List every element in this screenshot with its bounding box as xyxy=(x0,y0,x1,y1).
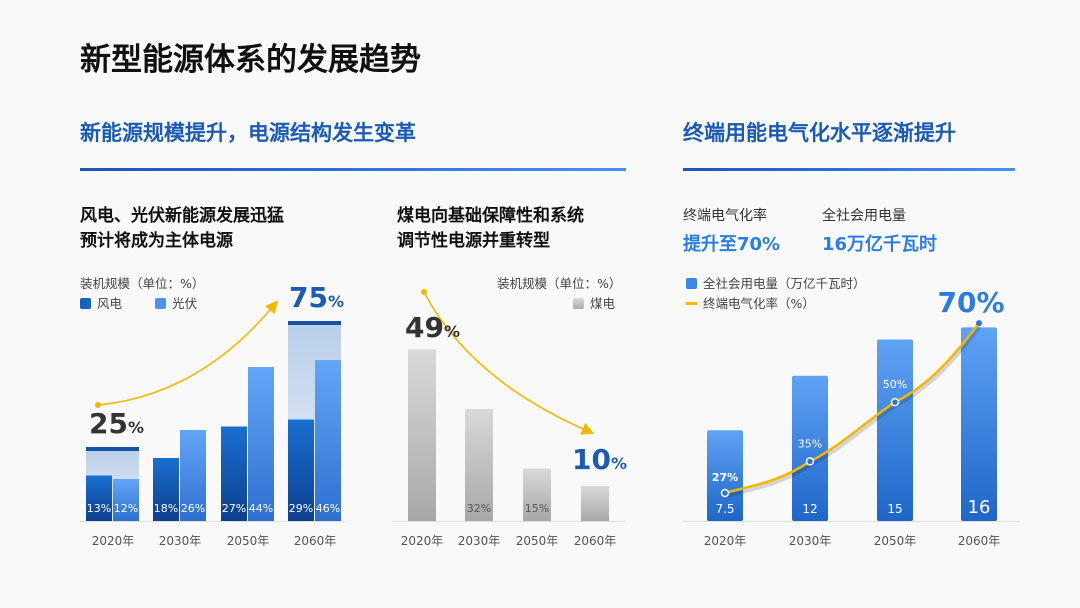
bar-value-label: 12 xyxy=(802,502,817,516)
total-band-cap xyxy=(288,321,341,325)
line-value-label: 50% xyxy=(883,378,907,391)
x-tick-label: 2050年 xyxy=(226,534,270,548)
stat-value: 提升至70% xyxy=(683,234,781,255)
legend-swatch xyxy=(80,298,91,309)
bar-value-label: 18% xyxy=(154,502,178,515)
solar-bar xyxy=(315,360,341,521)
x-tick-label: 2060年 xyxy=(293,534,337,548)
chart1-unit-label: 装机规模（单位：%） xyxy=(80,276,205,291)
line-point xyxy=(890,397,900,407)
divider xyxy=(80,168,626,171)
chart1-subtitle: 风电、光伏新能源发展迅猛 预计将成为主体电源 xyxy=(80,206,284,251)
legend-solar: 光伏 xyxy=(155,293,197,312)
x-tick-label: 2050年 xyxy=(515,534,559,548)
bar-value-label: 46% xyxy=(316,502,340,515)
bar-value-label: 13% xyxy=(87,502,111,515)
bar-value-label: 15 xyxy=(887,502,902,516)
stat-value: 16万亿千瓦时 xyxy=(822,234,938,255)
bar-value-label: 7.5 xyxy=(715,502,734,516)
electrification-line xyxy=(724,322,980,495)
total-band-cap xyxy=(86,447,139,451)
divider xyxy=(683,168,1015,171)
stat-label: 全社会用电量 xyxy=(822,208,906,224)
solar-bar xyxy=(180,430,206,521)
coal-bar xyxy=(523,468,551,521)
page-title: 新型能源体系的发展趋势 xyxy=(80,42,421,78)
bar-value-label: 29% xyxy=(289,502,313,515)
legend-wind: 风电 xyxy=(80,293,122,312)
wind-bar xyxy=(86,475,112,521)
legend-coal: 煤电 xyxy=(573,293,615,312)
line-point xyxy=(976,320,982,327)
x-tick-label: 2060年 xyxy=(573,534,617,548)
legend-line xyxy=(686,302,697,305)
consumption-bar xyxy=(961,327,997,521)
x-tick-label: 2030年 xyxy=(158,534,202,548)
bar-value-label: 32% xyxy=(467,502,491,515)
line-value-label: 35% xyxy=(798,437,822,450)
x-tick-label: 2060年 xyxy=(957,534,1001,548)
coal-bar xyxy=(465,409,493,521)
wind-bar xyxy=(221,426,247,521)
total-label: 25% xyxy=(89,407,144,440)
solar-bar xyxy=(248,367,274,521)
bar-value-label: 27% xyxy=(222,502,246,515)
trend-start-dot xyxy=(95,402,101,408)
legend-consumption: 全社会用电量（万亿千瓦时） xyxy=(686,273,866,292)
coal-bar xyxy=(408,349,436,521)
consumption-bar xyxy=(877,339,913,521)
trend-arrow xyxy=(97,300,279,406)
bar-value-label: 16 xyxy=(968,497,991,518)
total-label: 75% xyxy=(289,281,344,314)
highlight-label: 49% xyxy=(405,311,460,344)
solar-bar xyxy=(113,479,139,521)
trend-start-dot xyxy=(421,289,427,295)
x-tick-label: 2030年 xyxy=(788,534,832,548)
legend-electrification: 终端电气化率（%） xyxy=(686,293,815,312)
line-shadow xyxy=(725,324,982,498)
line-point xyxy=(805,457,815,466)
trend-arrow xyxy=(423,291,595,435)
bar-value-label: 44% xyxy=(249,502,273,515)
right-section-heading: 终端用能电气化水平逐渐提升 xyxy=(683,121,956,145)
legend-swatch xyxy=(686,278,697,289)
chart2-unit-label: 装机规模（单位：%） xyxy=(497,276,622,291)
x-tick-label: 2030年 xyxy=(457,534,501,548)
line-value-label: 27% xyxy=(712,471,738,484)
wind-bar xyxy=(153,458,179,521)
line-point xyxy=(720,488,730,498)
highlight-label: 10% xyxy=(572,443,627,476)
coal-bar xyxy=(581,486,609,521)
bar-value-label: 12% xyxy=(114,502,138,515)
bar-value-label: 15% xyxy=(525,502,549,515)
bar-value-label: 26% xyxy=(181,502,205,515)
chart2-subtitle: 煤电向基础保障性和系统 调节性电源并重转型 xyxy=(397,206,584,251)
x-tick-label: 2020年 xyxy=(703,534,747,548)
wind-bar xyxy=(288,419,314,521)
left-section-heading: 新能源规模提升，电源结构发生变革 xyxy=(80,121,416,145)
legend-swatch xyxy=(573,298,584,309)
x-tick-label: 2020年 xyxy=(91,534,135,548)
stat-label: 终端电气化率 xyxy=(683,208,767,224)
x-tick-label: 2020年 xyxy=(400,534,444,548)
line-value-label: 70% xyxy=(937,286,1004,319)
legend-swatch xyxy=(155,298,166,309)
x-tick-label: 2050年 xyxy=(873,534,917,548)
consumption-bar xyxy=(792,375,828,521)
consumption-bar xyxy=(707,430,743,521)
